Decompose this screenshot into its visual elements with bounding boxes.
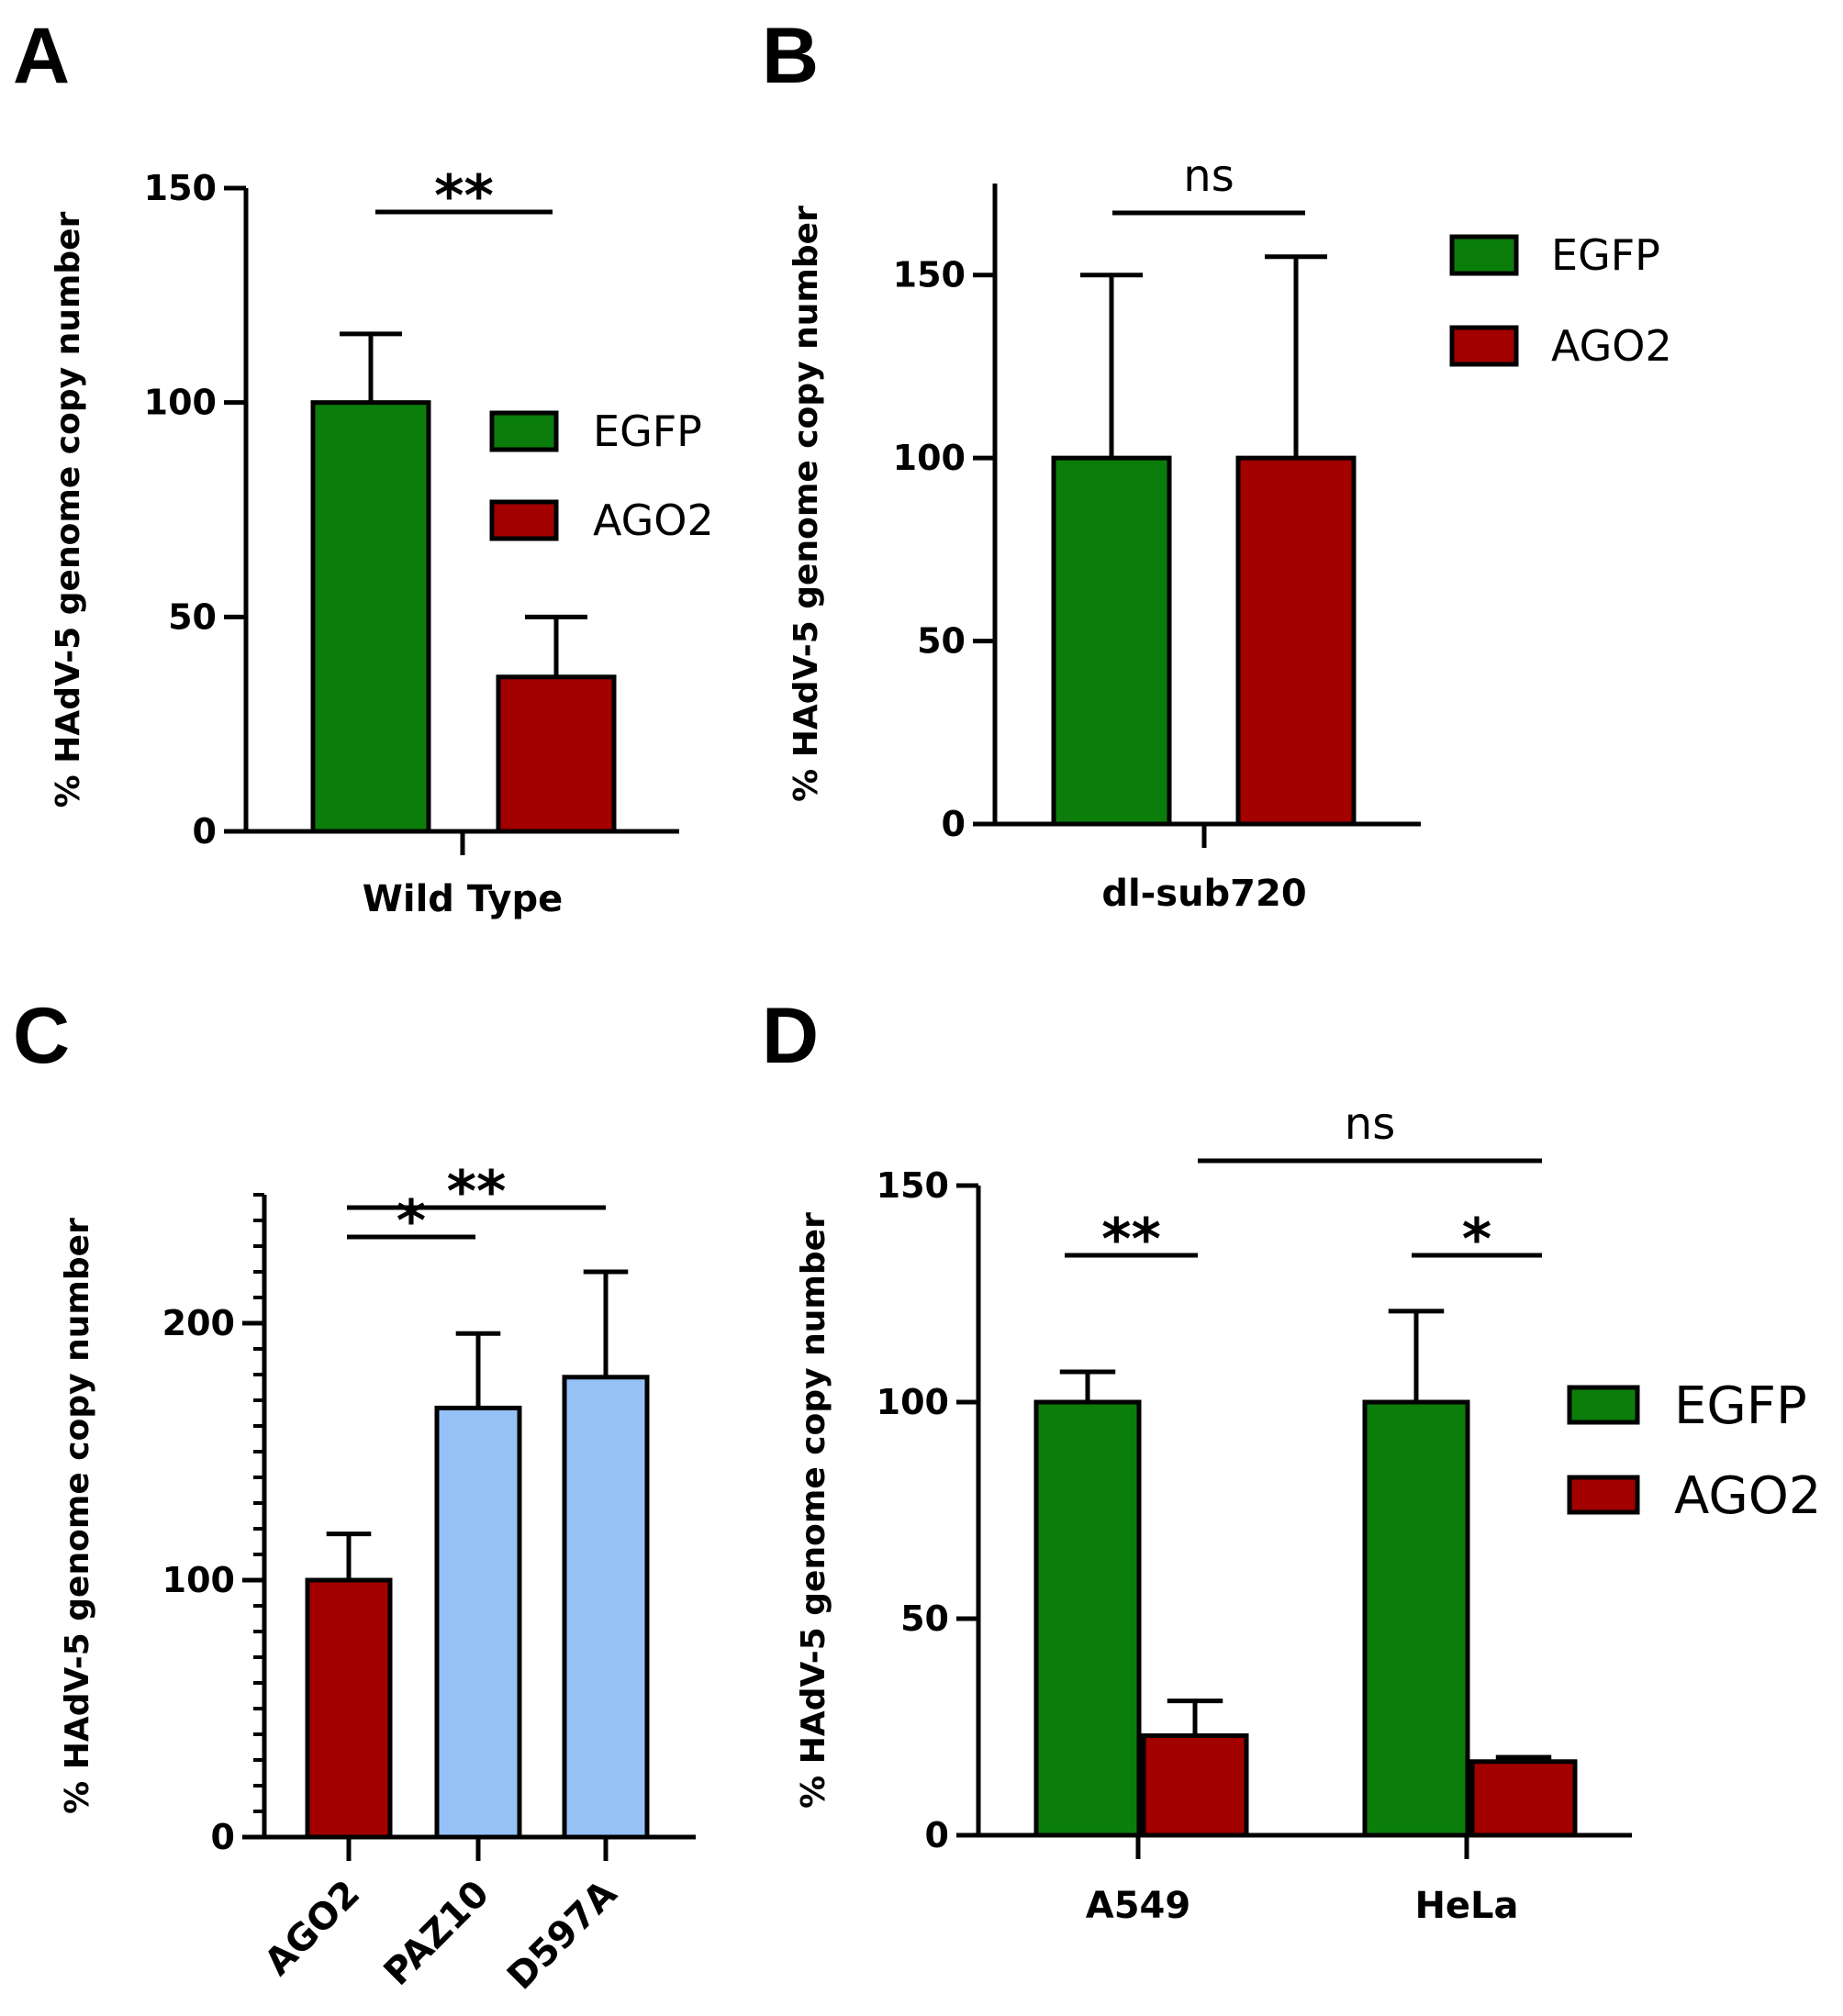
legend-label-ago2: AGO2 [1674, 1466, 1821, 1526]
y-tick-label: 0 [211, 1817, 235, 1857]
bar-egfp [310, 400, 431, 834]
bar-ago2 [305, 1577, 393, 1840]
panel-c: C 0 100 200 % HAdV-5 genome copy number AGO2 P… [13, 992, 696, 1998]
x-category-label-a549: A549 [1086, 1885, 1190, 1927]
bar-a549-ago2 [1141, 1732, 1249, 1838]
y-axis-label: % HAdV-5 genome copy number [787, 206, 825, 802]
y-tick-label: 0 [193, 811, 217, 852]
y-tick-label: 50 [917, 621, 966, 662]
significance-label: ** [434, 162, 494, 229]
legend-swatch-egfp [489, 410, 559, 452]
legend-label-egfp: EGFP [1674, 1376, 1807, 1436]
y-tick-label: 0 [942, 804, 966, 844]
significance-label: * [1462, 1206, 1491, 1273]
y-tick-label: 0 [925, 1815, 949, 1855]
x-category-label: Wild Type [363, 878, 563, 920]
x-category-label: dl-sub720 [1101, 873, 1306, 915]
significance-label: ns [1183, 150, 1234, 202]
y-tick-label: 100 [162, 1560, 235, 1600]
panel-letter-d: D [762, 992, 819, 1080]
bar-hela-egfp [1362, 1399, 1470, 1838]
significance-label: * [397, 1187, 426, 1254]
y-axis-label: % HAdV-5 genome copy number [795, 1212, 832, 1809]
legend-swatch-ago2 [1567, 1475, 1640, 1515]
panel-letter-b: B [762, 12, 819, 100]
bar-egfp [1051, 455, 1172, 827]
legend-swatch-ago2 [489, 499, 559, 541]
bar-paz10 [434, 1405, 522, 1840]
legend-label-ago2: AGO2 [1551, 321, 1672, 371]
panel-a: A 0 50 100 150 % HAdV-5 genome copy number Wil… [13, 12, 714, 920]
x-category-label-d597a: D597A [499, 1873, 625, 1999]
x-category-label-ago2: AGO2 [257, 1873, 368, 1984]
legend-label-ago2: AGO2 [593, 496, 714, 545]
y-tick-label: 200 [162, 1303, 235, 1343]
y-axis-label: % HAdV-5 genome copy number [50, 211, 87, 808]
bar-d597a [562, 1375, 650, 1840]
y-tick-label: 50 [168, 596, 217, 637]
y-tick-label: 100 [893, 438, 966, 478]
y-tick-label: 50 [900, 1598, 949, 1639]
panel-letter-c: C [13, 992, 70, 1080]
y-tick-label: 100 [144, 383, 217, 423]
significance-label: ** [447, 1158, 507, 1225]
legend-swatch-egfp [1449, 234, 1519, 276]
panel-letter-a: A [13, 12, 70, 100]
y-tick-label: 150 [877, 1165, 949, 1206]
bar-a549-egfp [1033, 1399, 1142, 1838]
significance-label: ** [1101, 1206, 1161, 1273]
y-axis-label: % HAdV-5 genome copy number [59, 1218, 96, 1814]
y-tick-label: 100 [877, 1382, 949, 1422]
panel-b: B 0 50 100 150 % HAdV-5 genome copy number dl-… [762, 12, 1672, 915]
bar-ago2 [1235, 455, 1357, 827]
x-category-label-paz10: PAZ10 [376, 1873, 497, 1994]
legend-label-egfp: EGFP [593, 407, 702, 456]
legend-swatch-ago2 [1449, 325, 1519, 367]
y-tick-label: 150 [144, 168, 217, 208]
y-tick-label: 150 [893, 255, 966, 295]
legend-swatch-egfp [1567, 1385, 1640, 1425]
panel-d: D 0 50 100 150 % HAdV-5 genome copy number A54… [762, 992, 1821, 1927]
legend-label-egfp: EGFP [1551, 230, 1660, 280]
bar-ago2 [496, 674, 617, 834]
bar-hela-ago2 [1469, 1759, 1578, 1838]
significance-label: ns [1345, 1098, 1395, 1150]
x-category-label-hela: HeLa [1414, 1885, 1518, 1927]
